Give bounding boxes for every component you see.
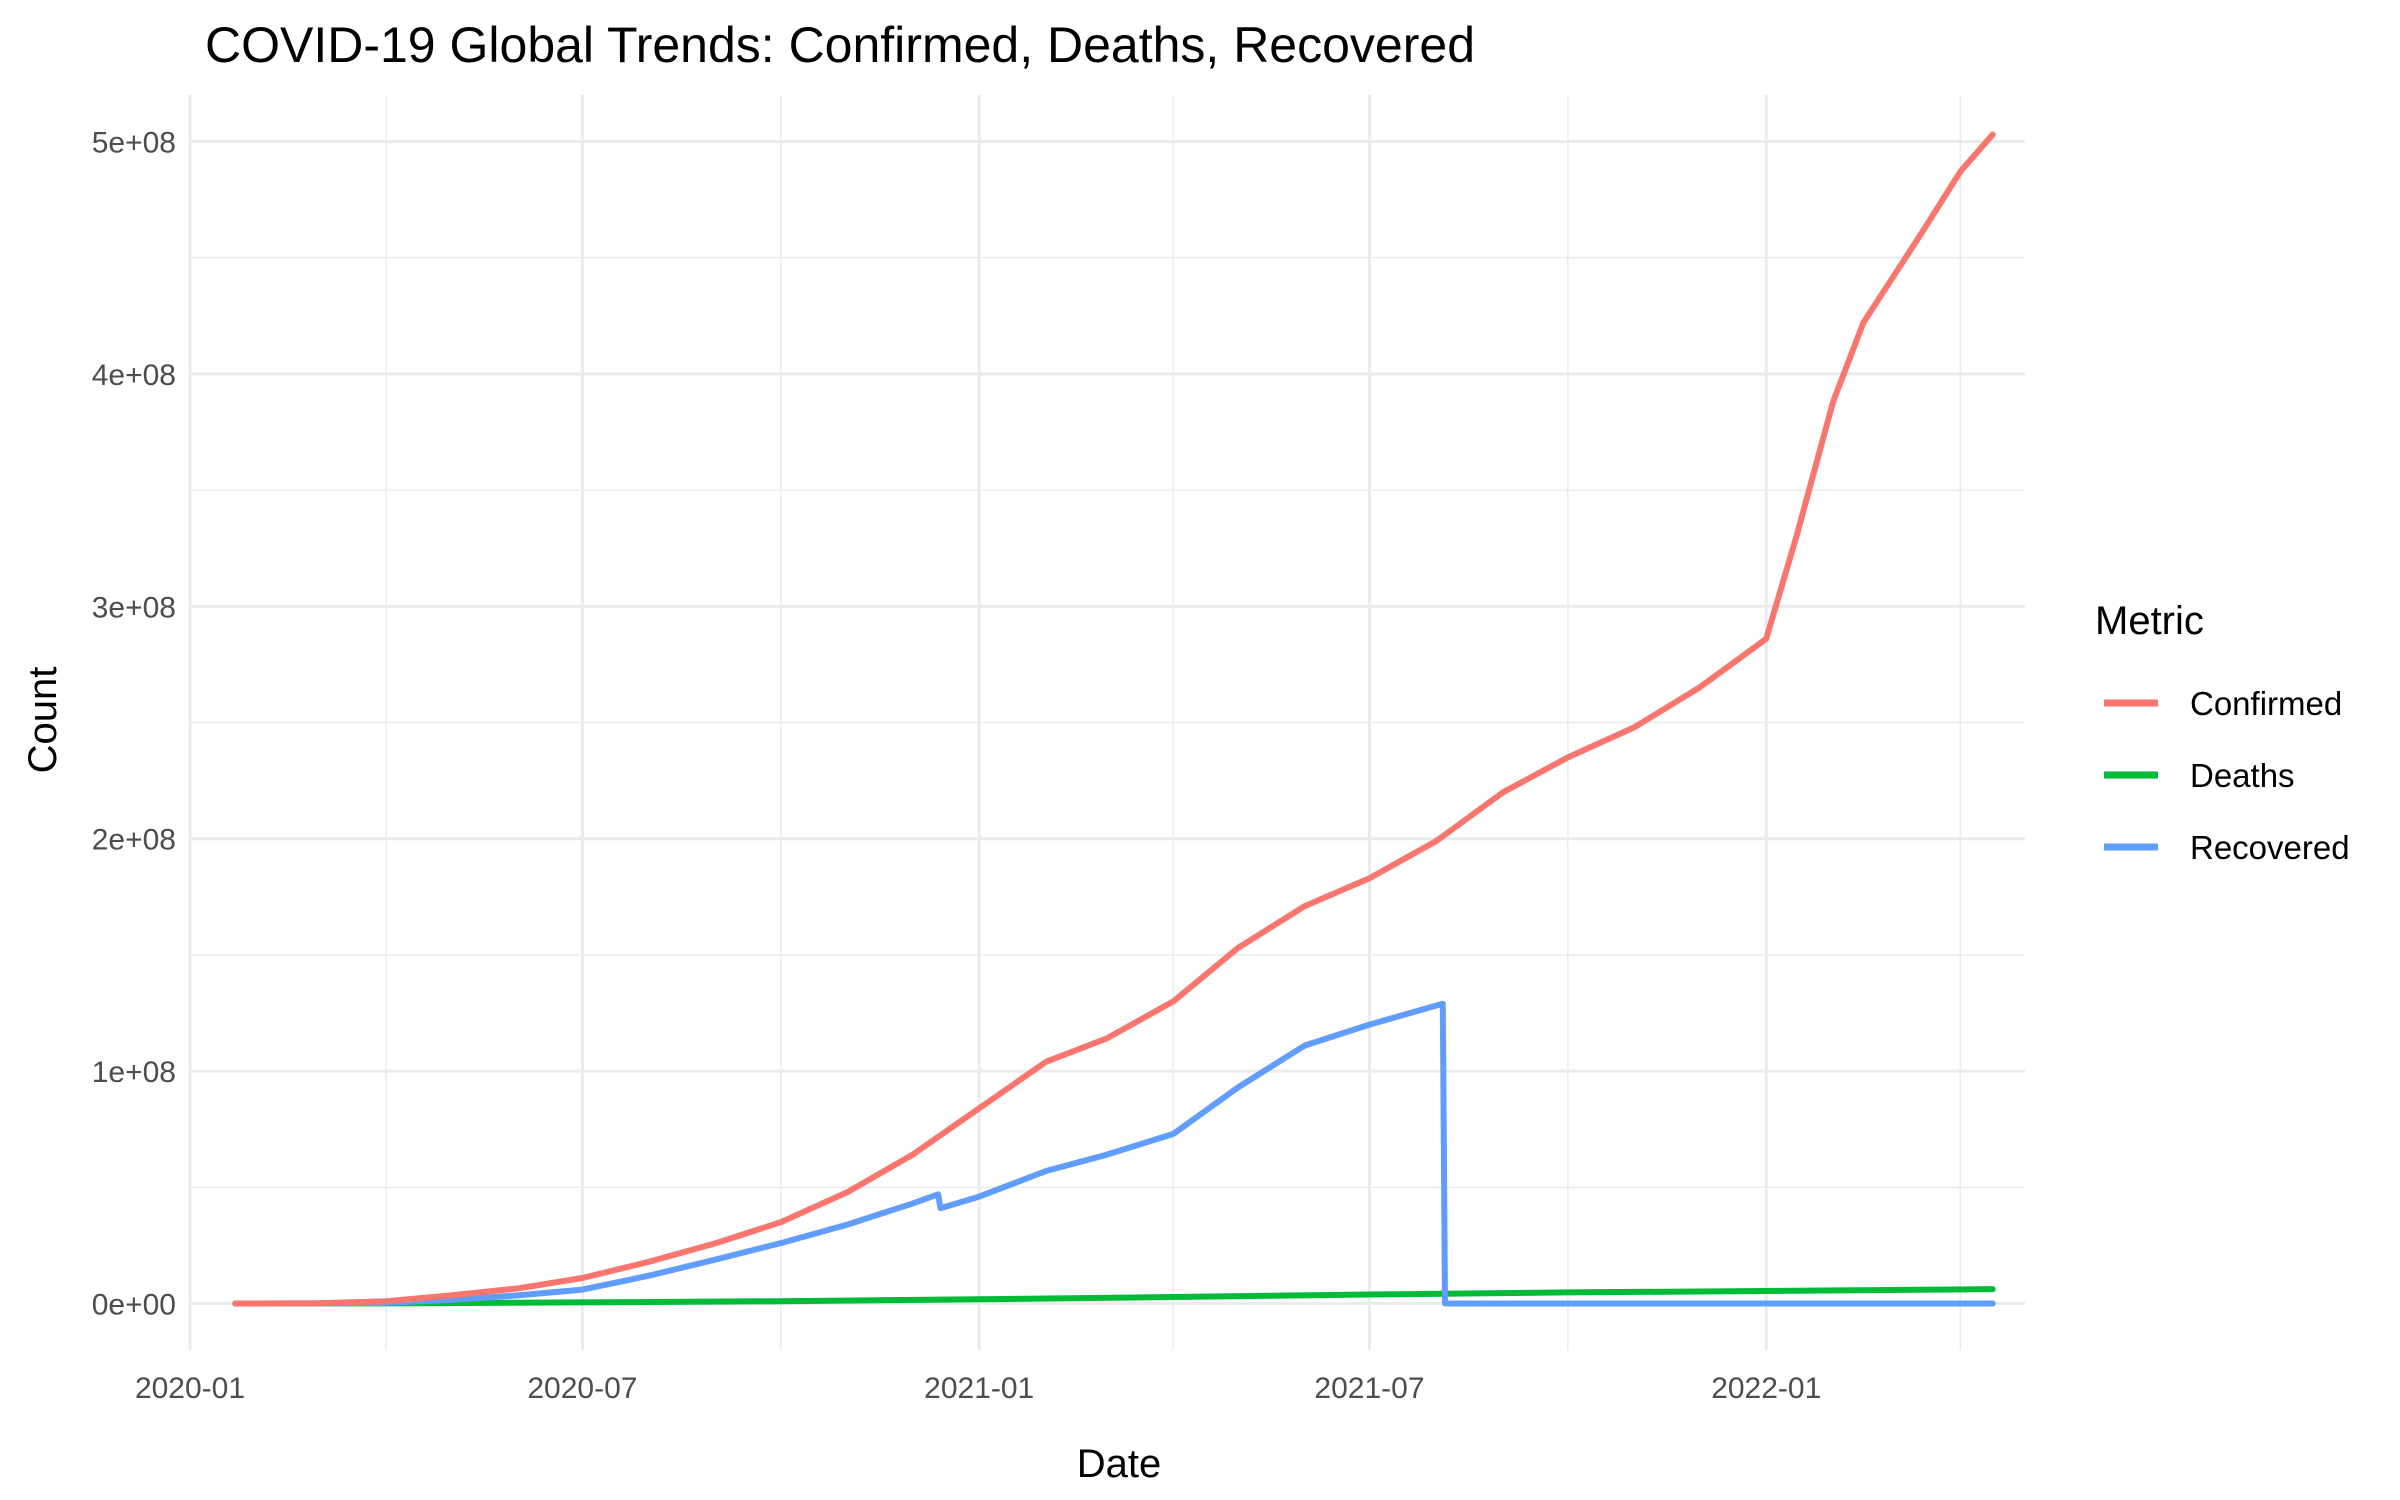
- y-tick-label: 5e+08: [92, 126, 176, 159]
- y-axis-ticks: 0e+00 1e+08 2e+08 3e+08 4e+08 5e+08: [92, 126, 176, 1321]
- x-tick-label: 2022-01: [1711, 1372, 1821, 1405]
- legend-label-recovered: Recovered: [2190, 829, 2350, 866]
- y-axis-title: Count: [21, 667, 65, 774]
- x-axis-title: Date: [1077, 1442, 1162, 1486]
- x-axis-ticks: 2020-01 2020-07 2021-01 2021-07 2022-01: [135, 1372, 1821, 1405]
- y-tick-label: 1e+08: [92, 1056, 176, 1089]
- x-tick-label: 2021-01: [924, 1372, 1034, 1405]
- series-line-recovered: [232, 1000, 1996, 1307]
- y-tick-label: 2e+08: [92, 824, 176, 857]
- y-tick-label: 0e+00: [92, 1289, 176, 1322]
- legend-label-confirmed: Confirmed: [2190, 685, 2342, 722]
- legend-title: Metric: [2095, 599, 2204, 643]
- legend-label-deaths: Deaths: [2190, 757, 2295, 794]
- x-tick-label: 2021-07: [1314, 1372, 1424, 1405]
- minor-grid: [190, 95, 2025, 1350]
- legend-items: Confirmed Deaths Recovered: [2104, 685, 2350, 866]
- chart-title: COVID-19 Global Trends: Confirmed, Death…: [205, 17, 1475, 73]
- series-line-deaths: [232, 1286, 1996, 1307]
- series-line-confirmed: [232, 131, 1996, 1307]
- x-tick-label: 2020-01: [135, 1372, 245, 1405]
- y-tick-label: 3e+08: [92, 591, 176, 624]
- legend: Metric Confirmed Deaths Recovered: [2095, 599, 2350, 866]
- series-lines: [232, 131, 1996, 1307]
- y-tick-label: 4e+08: [92, 359, 176, 392]
- x-tick-label: 2020-07: [527, 1372, 637, 1405]
